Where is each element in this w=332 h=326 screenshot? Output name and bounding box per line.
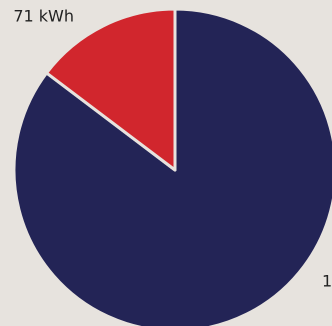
- pie-slice: [12, 7, 332, 326]
- pie: [12, 7, 332, 326]
- slice-label: 71 kWh: [13, 7, 74, 26]
- pie-slice: [45, 7, 177, 172]
- slice-label: 1: [322, 272, 332, 291]
